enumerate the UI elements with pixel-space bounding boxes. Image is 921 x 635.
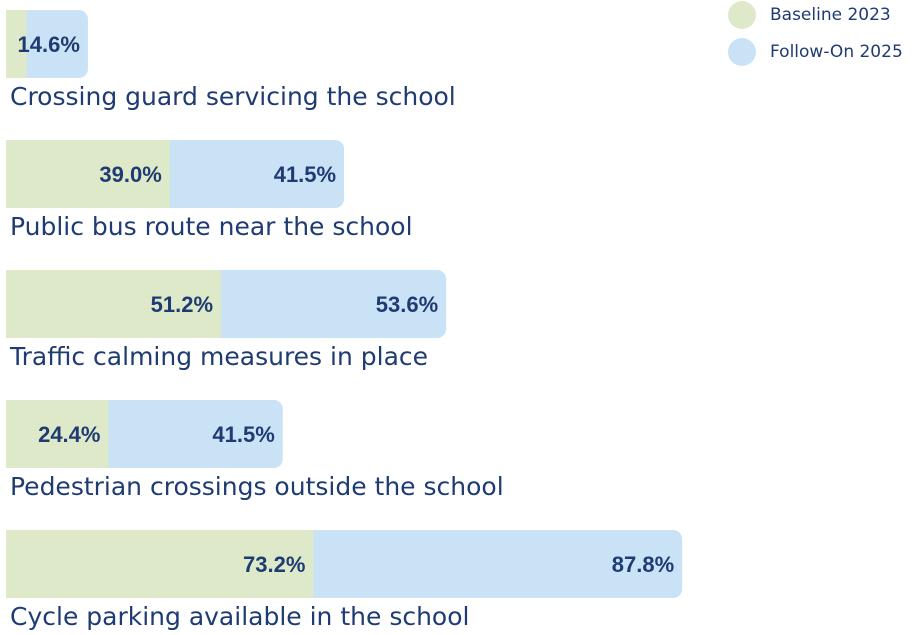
bar-segment bbox=[6, 10, 27, 78]
bar-segment bbox=[6, 400, 109, 468]
value-label: 41.5% bbox=[274, 162, 336, 187]
category-label: Cycle parking available in the school bbox=[10, 602, 469, 631]
legend-label: Follow-On 2025 bbox=[770, 42, 903, 62]
bar-segment bbox=[6, 530, 314, 598]
bar-segment bbox=[16, 10, 88, 78]
legend-label: Baseline 2023 bbox=[770, 5, 891, 25]
category-label: Traffic calming measures in place bbox=[9, 342, 428, 371]
category-label: Crossing guard servicing the school bbox=[10, 82, 456, 111]
value-label: 73.2% bbox=[243, 552, 305, 577]
value-label: 39.0% bbox=[99, 162, 161, 187]
value-label: 14.6% bbox=[18, 32, 80, 57]
value-label: 24.4% bbox=[38, 422, 100, 447]
legend-swatch bbox=[728, 38, 756, 66]
bar-segment bbox=[98, 400, 283, 468]
bar-segment bbox=[303, 530, 683, 598]
value-label: 53.6% bbox=[376, 292, 438, 317]
bar-segment bbox=[6, 270, 222, 338]
bar-segment bbox=[211, 270, 447, 338]
bar-segment bbox=[6, 140, 170, 208]
legend-swatch bbox=[728, 1, 756, 29]
bar-segment bbox=[159, 140, 345, 208]
value-label: 87.8% bbox=[612, 552, 674, 577]
value-label: 41.5% bbox=[212, 422, 274, 447]
value-label: 51.2% bbox=[151, 292, 213, 317]
category-label: Pedestrian crossings outside the school bbox=[10, 472, 504, 501]
category-label: Public bus route near the school bbox=[10, 212, 413, 241]
